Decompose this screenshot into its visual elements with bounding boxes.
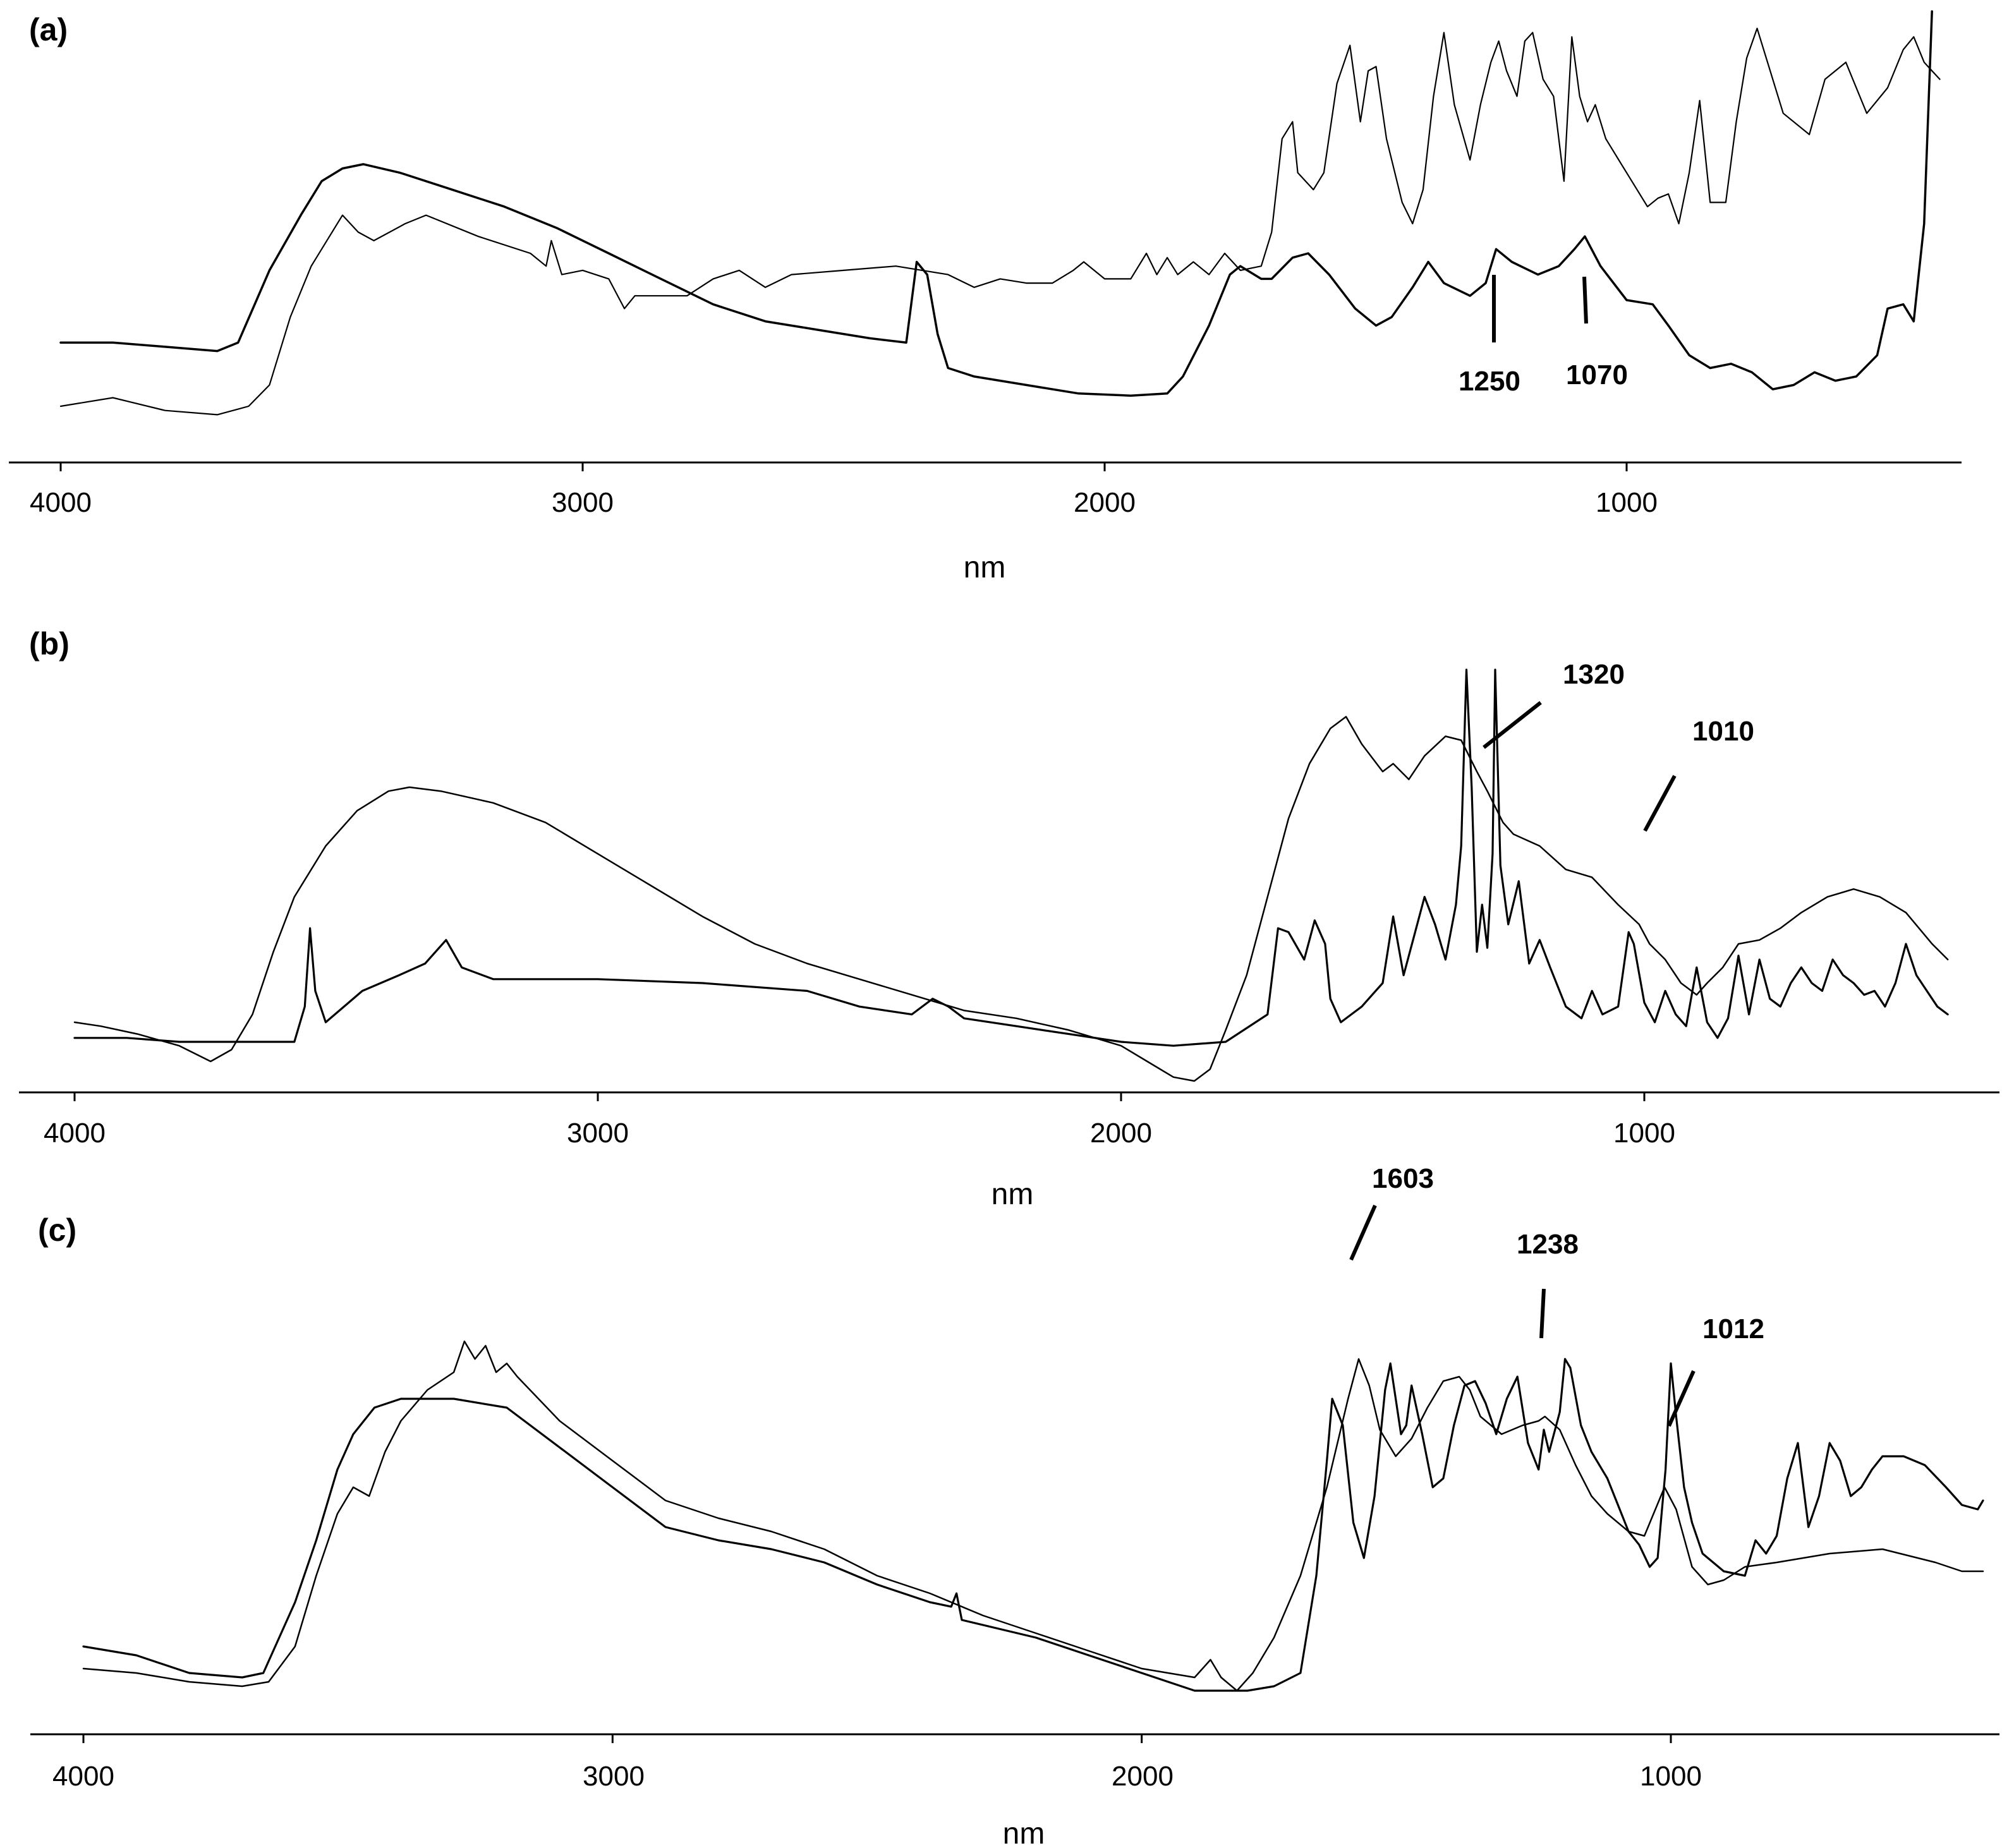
panel-label-c: (c) [38,1212,76,1248]
x-ticks-a [59,462,1628,471]
plot-area-c [82,1340,1984,1692]
spectrum-line-c-2 [82,1358,1984,1692]
x-ticks-c [82,1734,1672,1743]
tick-label-a-1000: 1000 [1596,487,1658,518]
annotation-leader-b-1320 [1483,701,1542,749]
tick-label-b-2000: 2000 [1090,1118,1152,1149]
annotation-leader-c-1238 [1539,1288,1546,1339]
annotation-leader-c-1012 [1667,1370,1696,1427]
x-axis-label-a: nm [964,551,1006,584]
annotation-leader-b-1010 [1643,775,1677,832]
annotation-label-a-1070: 1070 [1566,359,1628,390]
annotation-label-a-1250: 1250 [1459,366,1520,397]
annotation-label-b-1010: 1010 [1692,716,1754,747]
panel-label-a: (a) [29,12,68,47]
panel-label-b: (b) [29,626,70,661]
tick-label-c-1000: 1000 [1640,1761,1702,1792]
annotation-label-c-1238: 1238 [1517,1229,1579,1260]
tick-label-c-3000: 3000 [583,1761,645,1792]
x-axis-label-b: nm [992,1178,1034,1211]
spectrum-line-c-1 [82,1340,1984,1692]
x-axis-label-c: nm [1003,1817,1045,1848]
annotation-label-c-1603: 1603 [1372,1163,1434,1194]
panel-c: (c) 4000 3000 2000 1000 nm 1603 1238 101… [30,1163,1999,1848]
tick-label-b-1000: 1000 [1613,1118,1675,1149]
tick-label-b-3000: 3000 [567,1118,629,1149]
tick-label-c-4000: 4000 [52,1761,114,1792]
tick-label-a-3000: 3000 [552,487,614,518]
panel-b: (b) 4000 3000 2000 1000 nm 1320 1010 [19,626,1999,1211]
annotation-label-b-1320: 1320 [1563,659,1625,690]
annotation-label-c-1012: 1012 [1702,1314,1764,1344]
panel-a: (a) 4000 3000 2000 1000 nm 1250 1070 [9,10,1962,584]
tick-label-a-2000: 2000 [1074,487,1136,518]
tick-label-a-4000: 4000 [30,487,92,518]
annotation-leader-a-1070 [1582,276,1588,324]
spectrum-line-b-1 [73,716,1949,1082]
spectrum-line-b-2 [73,668,1949,1047]
annotation-leader-c-1603 [1349,1204,1377,1261]
spectrum-line-a-1 [59,10,1933,397]
tick-label-b-4000: 4000 [44,1118,106,1149]
spectrum-line-a-2 [59,27,1941,416]
plot-area-b [73,668,1949,1082]
plot-area-a [59,10,1941,416]
x-ticks-b [73,1092,1646,1101]
tick-label-c-2000: 2000 [1112,1761,1174,1792]
